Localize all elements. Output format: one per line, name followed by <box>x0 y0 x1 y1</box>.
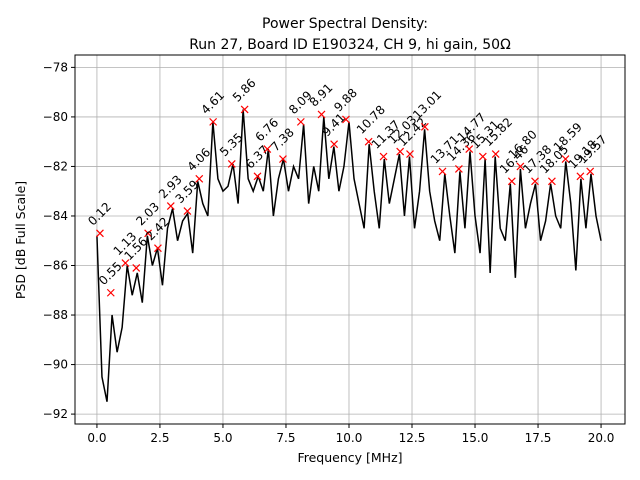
y-tick-label: −86 <box>43 259 68 273</box>
x-tick-label: 10.0 <box>336 431 363 445</box>
peak-marker <box>240 105 249 114</box>
peak-marker <box>330 140 339 149</box>
peak-marker <box>263 145 272 154</box>
peak-marker <box>195 174 204 183</box>
peak-marker <box>507 177 516 186</box>
peak-marker <box>132 264 141 272</box>
y-tick-label: −92 <box>43 407 68 421</box>
y-tick-label: −78 <box>43 60 68 74</box>
peak-label: 9.88 <box>331 86 360 115</box>
peak-label: 0.12 <box>85 200 114 229</box>
plot-frame <box>74 54 626 425</box>
peak-label: 9.41 <box>319 110 348 139</box>
peak-marker <box>465 145 474 154</box>
peak-marker <box>96 229 104 238</box>
x-axis-label: Frequency [MHz] <box>297 450 402 465</box>
peak-marker <box>296 117 305 126</box>
y-axis-label: PSD [dB Full Scale] <box>13 181 28 299</box>
peak-marker <box>317 110 326 119</box>
y-tick-label: −90 <box>43 358 68 372</box>
peak-marker <box>454 164 463 173</box>
peak-marker <box>166 202 175 210</box>
y-tick-label: −84 <box>43 209 68 223</box>
peak-marker <box>379 152 388 161</box>
peak-marker <box>227 160 236 168</box>
y-tick-label: −88 <box>43 308 68 322</box>
x-tick-label: 0.0 <box>87 431 106 445</box>
peak-marker <box>253 172 262 181</box>
peak-marker <box>531 177 539 186</box>
peak-marker <box>121 259 130 267</box>
peak-marker <box>420 122 429 131</box>
peak-marker <box>209 117 218 126</box>
y-tick-label: −80 <box>43 110 68 124</box>
x-tick-label: 15.0 <box>462 431 489 445</box>
x-tick-label: 5.0 <box>213 431 232 445</box>
peak-marker <box>144 229 153 238</box>
y-tick-label: −82 <box>43 159 68 173</box>
peak-marker <box>154 244 162 253</box>
x-tick-label: 7.5 <box>276 431 295 445</box>
x-tick-label: 2.5 <box>150 431 169 445</box>
peak-marker <box>561 155 570 163</box>
peak-marker <box>106 288 115 297</box>
peak-marker <box>491 150 500 158</box>
x-tick-label: 20.0 <box>588 431 615 445</box>
peak-marker <box>586 167 595 176</box>
peak-marker <box>438 167 447 176</box>
x-tick-label: 17.5 <box>525 431 552 445</box>
peak-label: 4.06 <box>184 145 213 174</box>
chart-subtitle: Run 27, Board ID E190324, CH 9, hi gain,… <box>189 37 511 53</box>
peak-marker <box>406 150 414 158</box>
peak-marker <box>576 172 585 181</box>
x-tick-label: 12.5 <box>399 431 426 445</box>
chart-title: Power Spectral Density: <box>262 16 428 32</box>
peak-marker <box>279 155 287 163</box>
peak-marker <box>516 162 525 171</box>
peak-marker <box>478 152 487 161</box>
peak-marker <box>547 177 556 186</box>
peak-marker <box>396 147 405 156</box>
peak-label: 0.55 <box>96 259 125 288</box>
peak-marker <box>183 207 192 215</box>
peak-label: 5.86 <box>230 76 259 105</box>
peak-marker <box>342 115 350 124</box>
peak-marker <box>364 137 373 146</box>
